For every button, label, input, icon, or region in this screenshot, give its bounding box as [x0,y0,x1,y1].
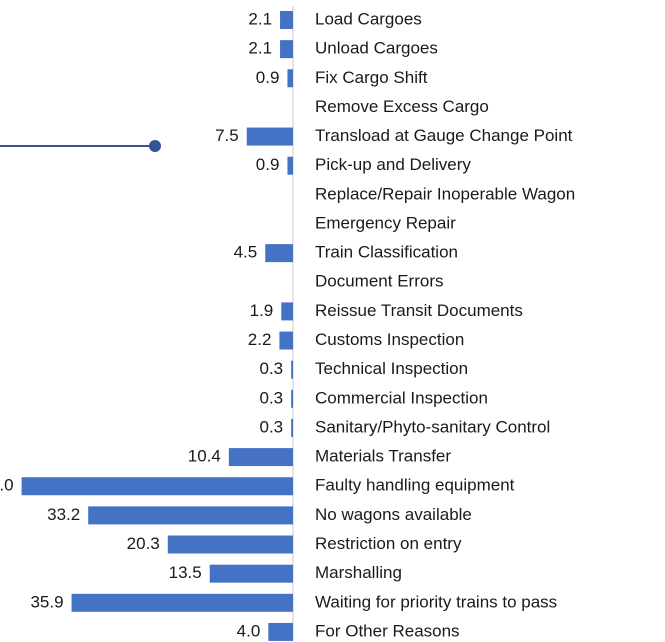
value-label: 13.5 [169,563,202,582]
category-label: Sanitary/Phyto-sanitary Control [315,417,550,436]
bar [291,360,293,379]
bar [228,448,293,467]
value-label: 0.9 [256,155,280,174]
bar [88,506,293,525]
bar [209,564,293,583]
bar [21,477,293,496]
category-label: Faulty handling equipment [315,476,515,495]
value-label: 0.3 [260,359,284,378]
category-label: No wagons available [315,505,472,524]
value-label: 4.0 [237,621,261,640]
value-label: 44.0 [0,476,14,495]
value-label: 10.4 [188,447,221,466]
bar [268,622,293,641]
bar [291,389,293,408]
category-label: For Other Reasons [315,621,460,640]
value-label: 4.5 [234,243,258,262]
bar [280,40,293,59]
callout-dot [149,140,161,152]
value-label: 0.3 [260,417,284,436]
value-label: 2.1 [248,39,272,58]
category-label: Replace/Repair Inoperable Wagon [315,184,575,203]
category-label: Customs Inspection [315,330,464,349]
category-label: Document Errors [315,272,443,291]
bar [291,418,293,437]
category-label: Marshalling [315,563,402,582]
value-label: 0.3 [260,388,284,407]
bar [246,127,293,146]
category-label: Technical Inspection [315,359,468,378]
value-label: 1.9 [250,301,274,320]
category-label: Commercial Inspection [315,388,488,407]
bar [280,11,293,29]
value-label: 2.1 [248,9,272,28]
bar [281,302,293,321]
value-label: 2.2 [248,330,272,349]
bar [279,331,293,350]
bar [287,69,293,88]
bar [287,156,293,175]
category-label: Transload at Gauge Change Point [315,126,573,145]
value-label: 7.5 [215,126,239,145]
category-label: Restriction on entry [315,534,462,553]
category-label: Unload Cargoes [315,39,438,58]
category-label: Fix Cargo Shift [315,68,428,87]
category-label: Emergency Repair [315,213,456,232]
category-label: Load Cargoes [315,9,422,28]
category-label: Reissue Transit Documents [315,301,523,320]
value-label: 20.3 [127,534,160,553]
bar [167,535,293,554]
category-label: Materials Transfer [315,447,451,466]
category-label: Train Classification [315,243,458,262]
value-label: 35.9 [30,592,63,611]
value-label: 33.2 [47,505,80,524]
value-label: 0.9 [256,68,280,87]
category-label: Remove Excess Cargo [315,97,489,116]
category-label: Waiting for priority trains to pass [315,592,557,611]
bar [265,244,293,263]
category-label: Pick-up and Delivery [315,155,471,174]
bar [71,593,293,612]
